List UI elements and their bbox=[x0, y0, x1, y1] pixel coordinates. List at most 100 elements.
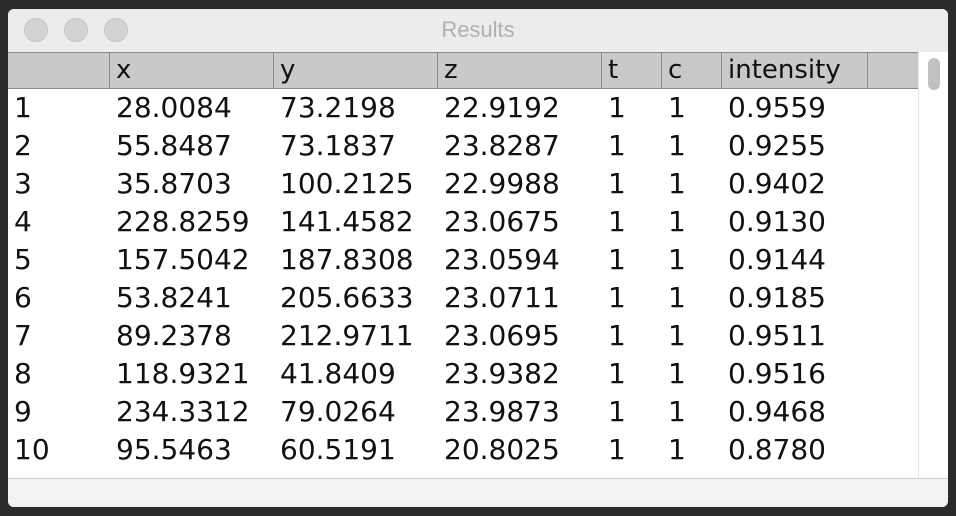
table-row[interactable]: 4 228.8259 141.4582 23.0675 1 1 0.9130 bbox=[8, 203, 918, 241]
cell-x: 55.8487 bbox=[116, 129, 232, 162]
cell-t: 1 bbox=[608, 395, 626, 428]
table-row[interactable]: 3 35.8703 100.2125 22.9988 1 1 0.9402 bbox=[8, 165, 918, 203]
cell-t: 1 bbox=[608, 167, 626, 200]
cell-intensity: 0.9185 bbox=[728, 281, 826, 314]
cell-c: 1 bbox=[668, 205, 686, 238]
vertical-scrollbar[interactable] bbox=[918, 52, 948, 478]
cell-z: 20.8025 bbox=[444, 433, 560, 466]
cell-index: 4 bbox=[14, 205, 32, 238]
cell-x: 35.8703 bbox=[116, 167, 232, 200]
cell-z: 23.0594 bbox=[444, 243, 560, 276]
cell-c: 1 bbox=[668, 395, 686, 428]
results-table[interactable]: x y z t c intensity 1 28.0084 73.2198 22… bbox=[8, 52, 948, 478]
cell-x: 28.0084 bbox=[116, 91, 232, 124]
cell-z: 22.9192 bbox=[444, 91, 560, 124]
cell-intensity: 0.9468 bbox=[728, 395, 826, 428]
cell-t: 1 bbox=[608, 243, 626, 276]
close-button[interactable] bbox=[24, 18, 48, 42]
cell-c: 1 bbox=[668, 357, 686, 390]
cell-x: 157.5042 bbox=[116, 243, 250, 276]
cell-z: 23.9873 bbox=[444, 395, 560, 428]
cell-y: 205.6633 bbox=[280, 281, 414, 314]
cell-c: 1 bbox=[668, 167, 686, 200]
table-row[interactable]: 6 53.8241 205.6633 23.0711 1 1 0.9185 bbox=[8, 279, 918, 317]
cell-intensity: 0.9144 bbox=[728, 243, 826, 276]
table-row[interactable]: 1 28.0084 73.2198 22.9192 1 1 0.9559 bbox=[8, 89, 918, 127]
results-window: Results x y z t c intensity 1 28.0084 73… bbox=[8, 9, 948, 507]
cell-y: 41.8409 bbox=[280, 357, 396, 390]
window-title: Results bbox=[441, 17, 515, 42]
cell-z: 23.0695 bbox=[444, 319, 560, 352]
column-header-z[interactable]: z bbox=[438, 53, 602, 88]
table-row[interactable]: 7 89.2378 212.9711 23.0695 1 1 0.9511 bbox=[8, 317, 918, 355]
cell-y: 100.2125 bbox=[280, 167, 414, 200]
cell-z: 23.0675 bbox=[444, 205, 560, 238]
cell-t: 1 bbox=[608, 129, 626, 162]
cell-index: 6 bbox=[14, 281, 32, 314]
cell-c: 1 bbox=[668, 281, 686, 314]
horizontal-scrollbar[interactable] bbox=[8, 478, 948, 507]
cell-y: 212.9711 bbox=[280, 319, 414, 352]
cell-t: 1 bbox=[608, 205, 626, 238]
minimize-button[interactable] bbox=[64, 18, 88, 42]
cell-y: 187.8308 bbox=[280, 243, 414, 276]
cell-intensity: 0.9516 bbox=[728, 357, 826, 390]
cell-c: 1 bbox=[668, 319, 686, 352]
cell-intensity: 0.9402 bbox=[728, 167, 826, 200]
cell-y: 60.5191 bbox=[280, 433, 396, 466]
cell-x: 234.3312 bbox=[116, 395, 250, 428]
table-row[interactable]: 5 157.5042 187.8308 23.0594 1 1 0.9144 bbox=[8, 241, 918, 279]
cell-z: 22.9988 bbox=[444, 167, 560, 200]
cell-x: 89.2378 bbox=[116, 319, 232, 352]
cell-c: 1 bbox=[668, 243, 686, 276]
cell-y: 79.0264 bbox=[280, 395, 396, 428]
table-row[interactable]: 10 95.5463 60.5191 20.8025 1 1 0.8780 bbox=[8, 431, 918, 469]
cell-intensity: 0.9511 bbox=[728, 319, 826, 352]
table-row[interactable]: 9 234.3312 79.0264 23.9873 1 1 0.9468 bbox=[8, 393, 918, 431]
title-bar[interactable]: Results bbox=[8, 9, 948, 52]
column-header-y[interactable]: y bbox=[274, 53, 438, 88]
cell-t: 1 bbox=[608, 319, 626, 352]
cell-c: 1 bbox=[668, 433, 686, 466]
column-header-intensity[interactable]: intensity bbox=[722, 53, 868, 88]
cell-intensity: 0.9559 bbox=[728, 91, 826, 124]
cell-y: 73.2198 bbox=[280, 91, 396, 124]
cell-intensity: 0.8780 bbox=[728, 433, 826, 466]
cell-x: 95.5463 bbox=[116, 433, 232, 466]
cell-index: 1 bbox=[14, 91, 32, 124]
table-body: 1 28.0084 73.2198 22.9192 1 1 0.9559 2 5… bbox=[8, 89, 918, 469]
cell-y: 141.4582 bbox=[280, 205, 414, 238]
cell-y: 73.1837 bbox=[280, 129, 396, 162]
zoom-button[interactable] bbox=[104, 18, 128, 42]
vertical-scrollbar-thumb[interactable] bbox=[928, 58, 940, 90]
cell-t: 1 bbox=[608, 91, 626, 124]
cell-index: 2 bbox=[14, 129, 32, 162]
cell-x: 228.8259 bbox=[116, 205, 250, 238]
cell-x: 53.8241 bbox=[116, 281, 232, 314]
column-header-index[interactable] bbox=[8, 53, 110, 88]
table-row-partially-hidden bbox=[8, 469, 918, 478]
cell-t: 1 bbox=[608, 281, 626, 314]
cell-index: 3 bbox=[14, 167, 32, 200]
cell-index: 9 bbox=[14, 395, 32, 428]
cell-intensity: 0.9255 bbox=[728, 129, 826, 162]
cell-c: 1 bbox=[668, 91, 686, 124]
table-row[interactable]: 2 55.8487 73.1837 23.8287 1 1 0.9255 bbox=[8, 127, 918, 165]
cell-index: 7 bbox=[14, 319, 32, 352]
cell-x: 118.9321 bbox=[116, 357, 250, 390]
cell-z: 23.0711 bbox=[444, 281, 560, 314]
column-header-t[interactable]: t bbox=[602, 53, 662, 88]
cell-c: 1 bbox=[668, 129, 686, 162]
cell-index: 5 bbox=[14, 243, 32, 276]
cell-t: 1 bbox=[608, 433, 626, 466]
cell-z: 23.8287 bbox=[444, 129, 560, 162]
cell-t: 1 bbox=[608, 357, 626, 390]
cell-index: 8 bbox=[14, 357, 32, 390]
column-header-c[interactable]: c bbox=[662, 53, 722, 88]
cell-z: 23.9382 bbox=[444, 357, 560, 390]
table-row[interactable]: 8 118.9321 41.8409 23.9382 1 1 0.9516 bbox=[8, 355, 918, 393]
cell-intensity: 0.9130 bbox=[728, 205, 826, 238]
column-header-x[interactable]: x bbox=[110, 53, 274, 88]
cell-index: 10 bbox=[14, 433, 50, 466]
table-header: x y z t c intensity bbox=[8, 52, 918, 89]
